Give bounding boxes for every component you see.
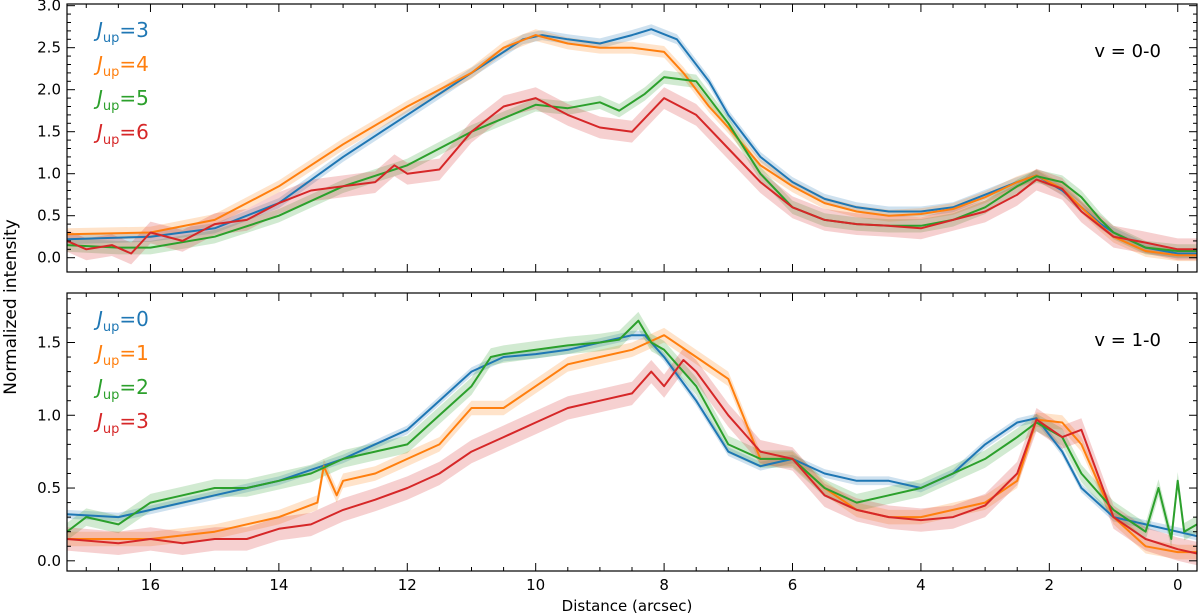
y-tick-label: 1.0 [37,406,61,424]
legend-entry: Jup=1 [93,341,149,369]
y-tick-label: 0.5 [37,207,61,225]
y-tick-label: 0.5 [37,479,61,497]
panel-top: 0.00.51.01.52.02.53.0v = 0-0Jup=3Jup=4Ju… [37,0,1198,273]
legend-entry: Jup=6 [93,120,149,148]
y-ticks: 0.0 0.5 1.0 1.5 2.0 2.5 3.0 [37,0,1197,267]
plot-area [67,311,1197,566]
series-band-j-up-0 [67,330,1197,541]
panel-bottom: 16 14 12 10 8 6 4 2 00.00.51.01.5 v = 1-0Jup=0Jup… [37,292,1198,594]
series-band-j-up-6 [67,87,1197,265]
x-ticks: 16 14 12 10 8 6 4 2 0 [85,293,1183,594]
series-line-j-up-0 [67,334,1197,538]
y-ticks: 0.0 0.5 1.0 1.5 [37,298,1197,570]
legend-entry: Jup=2 [93,375,149,403]
series-line-j-up-4 [67,34,1197,257]
y-tick-label: 1.5 [37,333,61,351]
x-tick-label: 0 [1173,576,1183,594]
legend-entry: Jup=0 [93,307,149,335]
series-line-j-up-5 [67,76,1197,252]
x-ticks [85,4,1179,272]
legend-entry: Jup=3 [93,409,149,437]
y-axis-label: Normalized intensity [1,219,21,395]
legend: Jup=0 Jup=1 Jup=2 Jup=3 [93,307,149,437]
x-tick-label: 8 [659,576,669,594]
series-line-j-up-1 [67,334,1197,554]
y-tick-label: 2.5 [37,39,61,57]
plot-area [67,24,1197,265]
series-line-j-up-6 [67,97,1197,255]
x-tick-label: 2 [1045,576,1055,594]
legend-entry: Jup=3 [93,18,149,46]
y-tick-label: 0.0 [37,249,61,267]
series-line-j-up-3 [67,359,1197,555]
series-line-j-up-2 [67,319,1197,540]
legend-entry: Jup=5 [93,86,149,114]
series-band-j-up-5 [67,70,1197,258]
y-tick-label: 1.5 [37,123,61,141]
y-tick-label: 1.0 [37,165,61,183]
x-tick-label: 16 [141,576,160,594]
series-band-j-up-3 [67,24,1197,259]
legend-entry: Jup=4 [93,52,149,80]
x-tick-label: 6 [788,576,798,594]
x-tick-label: 10 [526,576,545,594]
y-tick-label: 0.0 [37,552,61,570]
series-band-j-up-3 [67,348,1197,566]
y-tick-label: 3.0 [37,0,61,15]
x-tick-label: 4 [916,576,926,594]
x-axis-label: Distance (arcsec) [562,597,693,615]
x-tick-label: 12 [398,576,417,594]
x-tick-label: 14 [269,576,288,594]
panel-annotation: v = 1-0 [1094,330,1161,351]
legend: Jup=3 Jup=4 Jup=5 Jup=6 [93,18,149,148]
panel-annotation: v = 0-0 [1094,41,1161,62]
y-tick-label: 2.0 [37,81,61,99]
